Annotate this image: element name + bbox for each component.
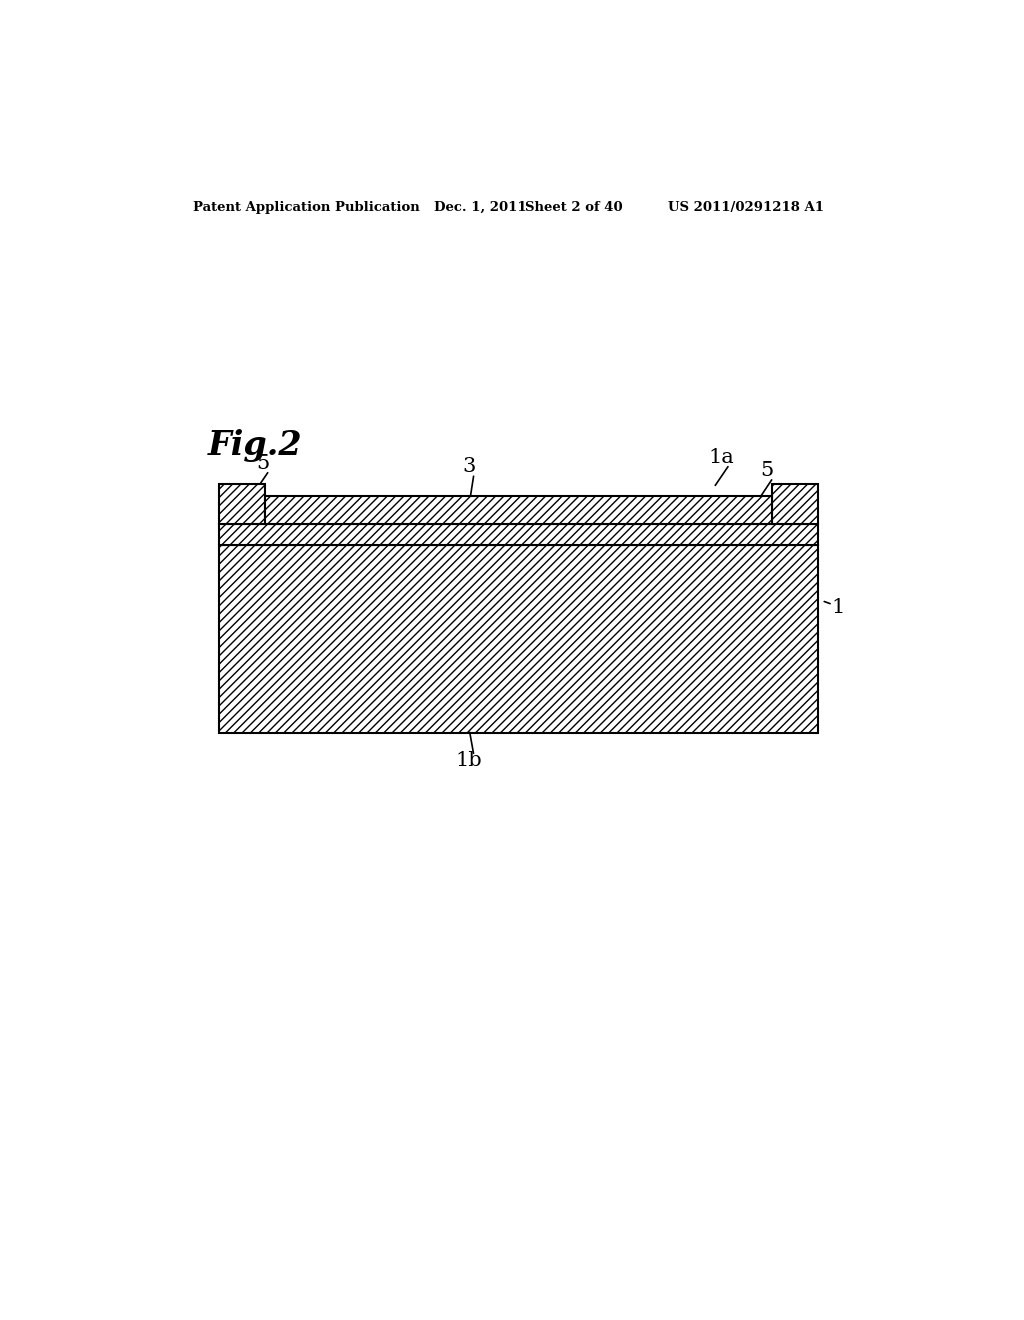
Text: 3: 3 — [463, 457, 476, 477]
Bar — [219, 524, 818, 545]
Bar — [219, 483, 265, 524]
Text: 5: 5 — [760, 461, 773, 480]
Bar — [265, 496, 772, 524]
Text: Fig.2: Fig.2 — [207, 429, 302, 462]
Text: 1a: 1a — [709, 447, 734, 467]
Bar — [265, 496, 772, 524]
Text: Patent Application Publication: Patent Application Publication — [194, 201, 420, 214]
Bar — [219, 524, 818, 545]
Text: 1b: 1b — [456, 751, 482, 770]
Text: Sheet 2 of 40: Sheet 2 of 40 — [524, 201, 623, 214]
Bar — [219, 545, 818, 733]
Bar — [219, 483, 265, 524]
Text: 1: 1 — [831, 598, 845, 618]
Text: US 2011/0291218 A1: US 2011/0291218 A1 — [668, 201, 823, 214]
Bar — [772, 483, 818, 524]
Text: Dec. 1, 2011: Dec. 1, 2011 — [433, 201, 526, 214]
Text: 5: 5 — [256, 454, 269, 473]
Bar — [772, 483, 818, 524]
Bar — [219, 545, 818, 733]
